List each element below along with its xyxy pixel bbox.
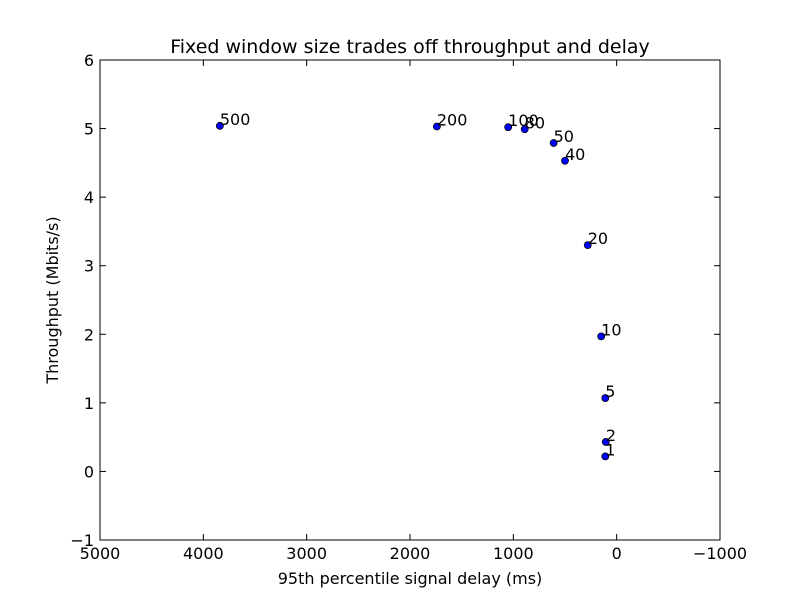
point-label: 100 (508, 111, 539, 130)
data-point (432, 122, 441, 131)
x-tick-label: 1000 (493, 544, 534, 563)
data-point (504, 123, 513, 132)
x-tick-label: 3000 (286, 544, 327, 563)
y-tick-label: 3 (84, 257, 94, 276)
x-tick-label: 4000 (183, 544, 224, 563)
data-point (601, 452, 610, 461)
point-label: 40 (565, 145, 585, 164)
point-label: 500 (220, 110, 251, 129)
y-tick-label: 4 (84, 188, 94, 207)
x-tick-label: 5000 (80, 544, 121, 563)
data-point (520, 125, 529, 134)
point-label: 80 (525, 113, 545, 132)
data-point (561, 156, 569, 165)
point-label: 1 (605, 440, 615, 459)
data-point (601, 438, 610, 446)
point-label: 200 (437, 111, 468, 130)
y-tick-label: −1 (70, 531, 94, 550)
plot-frame (99, 59, 721, 541)
y-axis-label: Throughput (Mbits/s) (43, 216, 62, 384)
point-label: 20 (588, 229, 608, 248)
point-label: 50 (554, 127, 574, 146)
data-point (601, 394, 610, 402)
data-point (549, 139, 558, 147)
y-tick-label: 5 (84, 120, 94, 139)
y-tick-label: 1 (84, 394, 94, 413)
point-label: 10 (601, 320, 621, 339)
x-tick-label: 2000 (390, 544, 431, 563)
data-point (597, 332, 606, 341)
data-point (215, 121, 224, 130)
x-tick-label: −1000 (693, 544, 747, 563)
x-axis-label: 95th percentile signal delay (ms) (278, 569, 543, 588)
data-point (583, 241, 592, 250)
chart-title: Fixed window size trades off throughput … (170, 36, 650, 58)
y-tick-label: 0 (84, 462, 94, 481)
x-tick-label: 0 (612, 544, 622, 563)
y-tick-label: 2 (84, 325, 94, 344)
point-label: 2 (606, 426, 616, 445)
y-tick-label: 6 (84, 51, 94, 70)
point-label: 5 (605, 382, 615, 401)
